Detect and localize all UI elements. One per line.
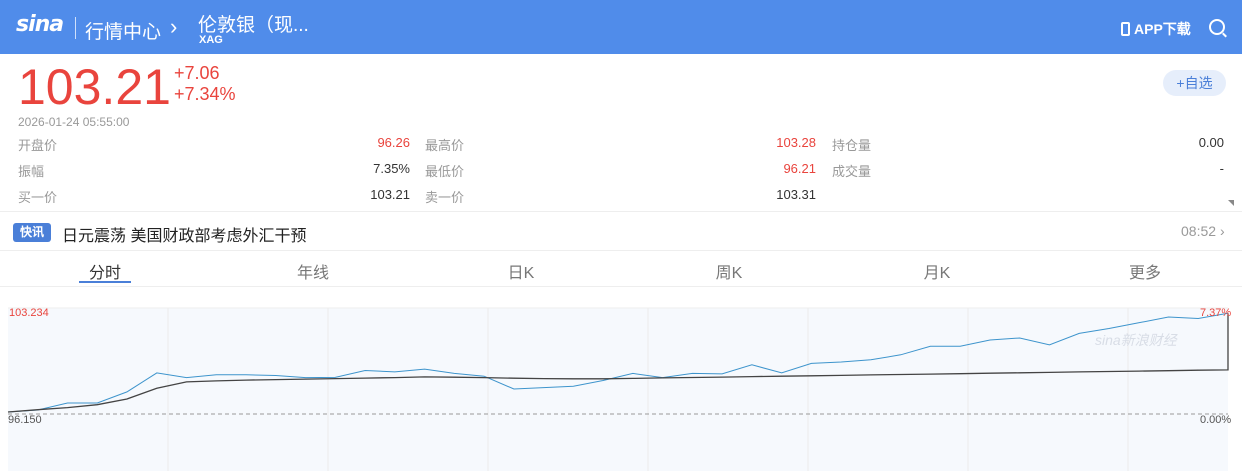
- pct-top-label: 7.37%: [1200, 307, 1232, 319]
- expand-triangle-icon[interactable]: [1228, 200, 1234, 206]
- add-watchlist-button[interactable]: +自选: [1163, 70, 1226, 96]
- stat-label: 开盘价: [18, 138, 58, 153]
- pct-base-label: 0.00%: [1200, 414, 1232, 426]
- breadcrumb-market-center[interactable]: 行情中心: [85, 22, 162, 43]
- stat-value: 103.28: [776, 135, 816, 150]
- stat-label: 最低价: [425, 164, 465, 179]
- y-base-label: 96.150: [8, 414, 42, 426]
- stat-label: 卖一价: [425, 190, 465, 205]
- intraday-chart[interactable]: sina新浪财经: [0, 290, 1246, 471]
- search-icon[interactable]: [1209, 19, 1225, 35]
- stat-value: 96.26: [377, 135, 410, 150]
- price-change: +7.06 +7.34%: [174, 63, 236, 105]
- tab-4[interactable]: 月K: [923, 265, 951, 282]
- stat-label: 成交量: [832, 164, 872, 179]
- stat-value: 96.21: [783, 161, 816, 176]
- app-download-button[interactable]: APP下载: [1121, 19, 1191, 39]
- phone-icon: [1121, 22, 1130, 36]
- stat-label: 最高价: [425, 138, 465, 153]
- active-tab-indicator: [79, 281, 131, 283]
- average-price-line: [7, 313, 1229, 413]
- y-top-label: 103.234: [9, 307, 49, 319]
- page-title: 伦敦银（现...: [198, 15, 309, 36]
- divider: [0, 250, 1242, 251]
- divider: [0, 211, 1242, 212]
- news-time-text: 08:52: [1181, 223, 1217, 239]
- stat-value: 0.00: [1198, 135, 1224, 150]
- stat-label: 振幅: [18, 164, 45, 179]
- stat-label: 持仓量: [832, 138, 872, 153]
- news-time: 08:52 ›: [1181, 223, 1225, 239]
- watermark: sina新浪财经: [1095, 332, 1179, 348]
- stat-value: 7.35%: [373, 161, 410, 176]
- quote-time: 2026-01-24 05:55:00: [18, 115, 130, 129]
- sina-logo[interactable]: sina: [16, 12, 64, 37]
- news-headline[interactable]: 日元震荡 美国财政部考虑外汇干预: [62, 228, 307, 245]
- tab-2[interactable]: 日K: [507, 265, 535, 282]
- divider: [0, 286, 1242, 287]
- tab-3[interactable]: 周K: [715, 265, 743, 282]
- app-download-label: APP下载: [1134, 21, 1191, 37]
- top-header: sina 行情中心 › 伦敦银（现... XAG APP下载: [0, 0, 1242, 54]
- symbol-code: XAG: [199, 34, 223, 46]
- stat-label: 买一价: [18, 190, 58, 205]
- change-value: +7.06: [174, 63, 220, 83]
- tab-1[interactable]: 年线: [296, 265, 329, 282]
- change-percent: +7.34%: [174, 84, 236, 104]
- tab-0[interactable]: 分时: [88, 265, 121, 282]
- price-line: [7, 312, 1229, 413]
- stat-value: 103.21: [370, 187, 410, 202]
- news-badge: 快讯: [13, 223, 51, 242]
- chevron-right-icon: ›: [170, 14, 178, 39]
- stat-value: 103.31: [776, 187, 816, 202]
- last-price: 103.21: [18, 59, 171, 115]
- tab-5[interactable]: 更多: [1128, 265, 1161, 282]
- plot-background: [8, 308, 1228, 471]
- divider: [75, 17, 76, 39]
- chevron-right-icon: ›: [1219, 223, 1225, 239]
- stat-value: -: [1219, 161, 1224, 176]
